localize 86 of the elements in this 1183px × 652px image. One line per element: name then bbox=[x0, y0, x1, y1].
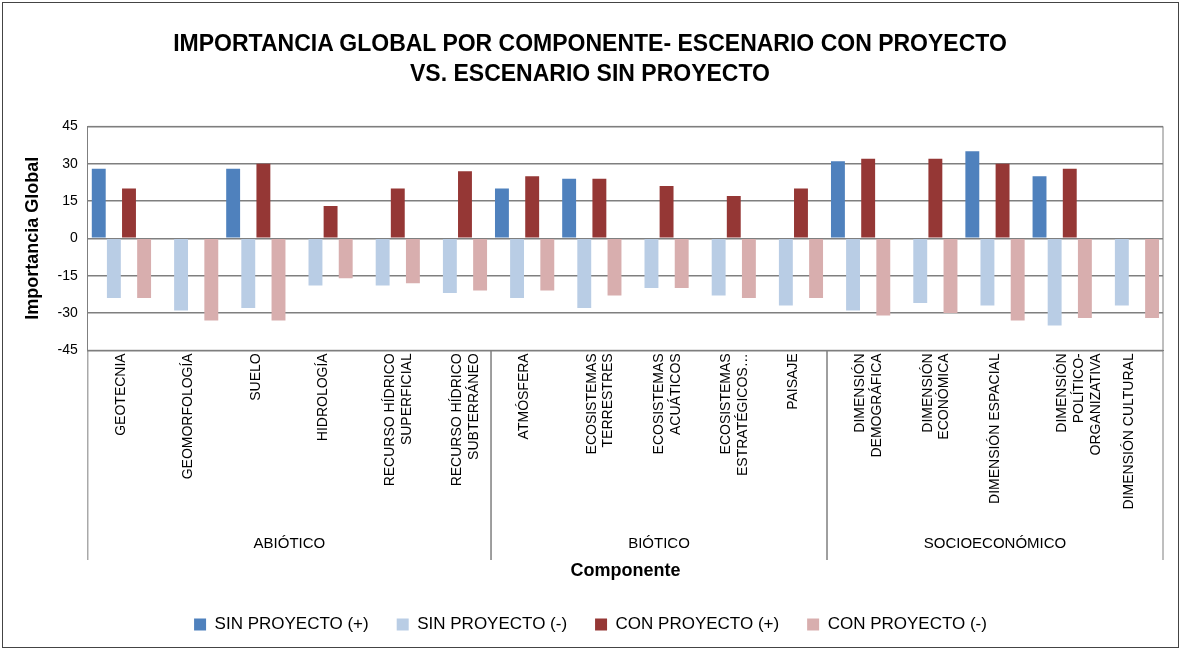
bar bbox=[607, 239, 622, 296]
bar bbox=[308, 239, 323, 286]
x-tick-label: SUELO bbox=[246, 353, 263, 401]
bar bbox=[562, 178, 577, 238]
bar bbox=[741, 239, 756, 299]
bar bbox=[830, 161, 845, 238]
bar bbox=[525, 176, 540, 238]
bar bbox=[1077, 239, 1092, 318]
x-tick-label: GEOMORFOLOGÍA bbox=[179, 352, 196, 480]
bar bbox=[137, 239, 152, 299]
bar bbox=[711, 239, 726, 296]
bar bbox=[928, 158, 943, 238]
legend-label: CON PROYECTO (+) bbox=[615, 614, 780, 634]
bar bbox=[659, 186, 674, 238]
bar bbox=[375, 239, 390, 286]
bar bbox=[794, 188, 808, 238]
x-tick-label: RECURSO HÍDRICO SUPERFICIAL bbox=[381, 353, 414, 487]
bar bbox=[846, 239, 861, 311]
bar bbox=[1010, 239, 1025, 321]
bar bbox=[995, 163, 1010, 238]
bar bbox=[174, 239, 189, 311]
bar bbox=[592, 178, 607, 238]
x-tick-label: ECOSISTEMAS TERRESTRES bbox=[582, 353, 616, 455]
bar bbox=[726, 196, 741, 238]
bar bbox=[913, 239, 928, 304]
x-tick-label: DIMENSIÓN ECONÓMICA bbox=[918, 352, 952, 440]
y-tick-label: 0 bbox=[70, 229, 79, 246]
x-tick-label: DIMENSIÓN DEMOGRÁFICA bbox=[851, 352, 885, 458]
bar bbox=[458, 171, 472, 238]
bar bbox=[271, 239, 286, 321]
x-tick-label: DIMENSIÓN ESPACIAL bbox=[985, 353, 1002, 504]
bar bbox=[338, 239, 353, 279]
legend-label: SIN PROYECTO (+) bbox=[214, 614, 369, 634]
legend-label: CON PROYECTO (-) bbox=[827, 614, 987, 634]
bar bbox=[861, 158, 876, 238]
text: SOCIOECONÓMICO bbox=[923, 534, 1067, 552]
bar bbox=[943, 239, 958, 313]
legend-label: SIN PROYECTO (-) bbox=[417, 614, 568, 634]
x-tick-label: ATMÓSFERA bbox=[515, 352, 532, 440]
y-tick-label: 45 bbox=[62, 117, 79, 134]
text: ABIÓTICO bbox=[253, 534, 326, 552]
y-tick-label: -15 bbox=[57, 266, 79, 283]
y-tick-label: -45 bbox=[57, 341, 79, 358]
bar bbox=[644, 239, 659, 289]
bar bbox=[494, 188, 509, 238]
x-tick-label: ECOSISTEMAS ESTRATÉGICOS… bbox=[717, 353, 750, 476]
bar bbox=[876, 239, 891, 316]
x-tick-label: DIMENSIÓN POLÍTICO-ORGANIZATIVA bbox=[1053, 352, 1103, 456]
bar bbox=[442, 239, 457, 294]
bar bbox=[1032, 176, 1047, 238]
bar bbox=[106, 239, 121, 299]
bar bbox=[1062, 168, 1077, 238]
bar bbox=[241, 239, 256, 309]
bar bbox=[473, 239, 488, 291]
bar bbox=[1145, 239, 1160, 318]
bar bbox=[405, 239, 420, 284]
x-tick-label: PAISAJE bbox=[784, 353, 801, 410]
x-tick-label: GEOTECNIA bbox=[112, 352, 129, 436]
bar bbox=[91, 168, 106, 238]
bar bbox=[323, 206, 338, 238]
x-axis-title: Componente bbox=[570, 560, 681, 581]
bar bbox=[204, 239, 219, 321]
bar bbox=[674, 239, 689, 289]
bar bbox=[122, 188, 136, 238]
bar bbox=[540, 239, 555, 291]
y-tick-label: 30 bbox=[62, 154, 79, 171]
y-tick-label: -30 bbox=[57, 303, 79, 320]
bar bbox=[577, 239, 592, 309]
bar bbox=[778, 239, 793, 306]
bar bbox=[256, 163, 271, 238]
bar bbox=[965, 151, 980, 238]
y-tick-label: 15 bbox=[62, 191, 79, 208]
x-tick-label: RECURSO HÍDRICO SUBTERRÁNEO bbox=[448, 353, 482, 487]
y-axis-title: Importancia Global bbox=[21, 156, 42, 320]
text: BIÓTICO bbox=[628, 534, 690, 552]
bar bbox=[980, 239, 995, 306]
bar bbox=[390, 188, 405, 238]
x-tick-label: DIMENSIÓN CULTURAL bbox=[1120, 353, 1137, 510]
x-tick-label: ECOSISTEMAS ACUÁTICOS bbox=[649, 353, 683, 455]
bar bbox=[1114, 239, 1129, 306]
chart-title: IMPORTANCIA GLOBAL POR COMPONENTE- ESCENARIO CON PROYECTO VS. ESCENARIO SIN PROYECTO bbox=[172, 29, 1008, 88]
bar bbox=[226, 168, 241, 238]
x-tick-label: HIDROLOGÍA bbox=[313, 352, 330, 442]
bar bbox=[1047, 239, 1062, 326]
bar bbox=[510, 239, 525, 299]
bar bbox=[809, 239, 824, 299]
